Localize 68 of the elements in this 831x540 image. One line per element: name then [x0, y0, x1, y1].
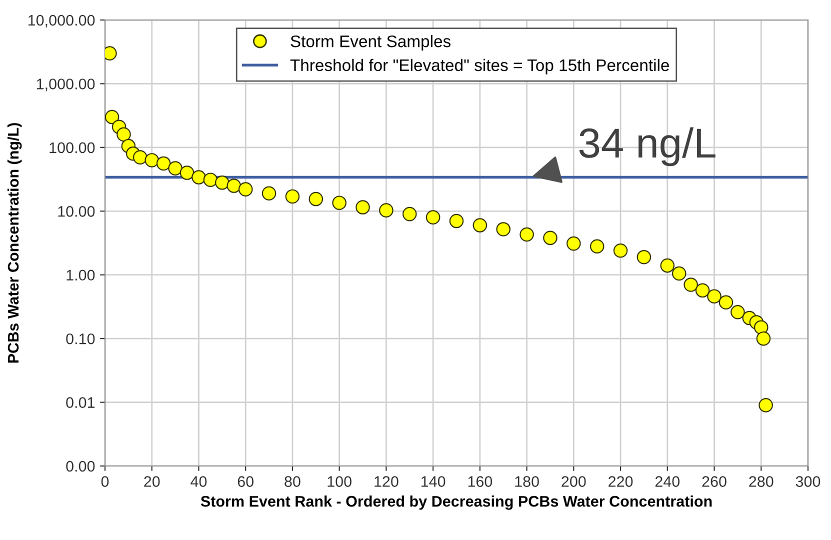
point [308, 192, 324, 206]
point [133, 150, 148, 164]
point [215, 176, 230, 190]
point [226, 178, 242, 193]
point [449, 214, 464, 228]
x-tick-label: 180 [515, 476, 539, 487]
x-tick-label: 100 [328, 476, 352, 487]
x-tick-label: 260 [702, 476, 726, 487]
point [379, 203, 394, 218]
point [566, 236, 581, 251]
x-tick-label: 120 [374, 476, 398, 487]
point [590, 239, 604, 254]
point [144, 153, 160, 168]
point [180, 166, 194, 180]
point [718, 295, 734, 310]
point [695, 283, 710, 298]
x-tick-label: 240 [655, 476, 680, 487]
x-tick-label: 20 [144, 476, 160, 487]
point [472, 218, 488, 232]
point [543, 230, 558, 246]
point [192, 170, 206, 184]
y-tick-label: 0.00 [66, 460, 95, 472]
point [684, 278, 698, 292]
point [660, 258, 675, 273]
point [262, 186, 276, 201]
annotation: 34 ng/L [579, 127, 716, 166]
x-tick-label: 160 [468, 476, 492, 487]
point [730, 304, 745, 320]
point [332, 196, 346, 210]
x-tick-label: 300 [796, 476, 820, 487]
point [672, 266, 686, 281]
x-tick-label: 140 [421, 476, 446, 487]
point [636, 250, 652, 264]
y-tick-label: 10.00 [58, 206, 95, 217]
point [754, 320, 768, 334]
point [285, 189, 300, 204]
y-tick-label: 0.01 [66, 397, 95, 408]
legend-label: Threshold for "Elevated" sites = Top 15th Percentile [290, 58, 669, 74]
y-tick-label: 10,000.00 [28, 14, 95, 28]
point [203, 172, 218, 187]
point [756, 331, 771, 346]
point [496, 222, 511, 236]
x-tick-label: 280 [749, 476, 774, 487]
point [613, 243, 628, 258]
point [168, 161, 182, 176]
x-tick-label: 60 [238, 476, 254, 487]
x-tick-label: 40 [190, 476, 207, 487]
legend-label: Storm Event Samples [290, 35, 451, 51]
x-tick-label: 200 [562, 476, 586, 487]
y-tick-label: 0.10 [66, 333, 95, 344]
point [116, 127, 131, 142]
y-tick-label: 1,000.00 [36, 78, 95, 92]
point [426, 210, 440, 224]
point [707, 289, 722, 304]
x-axis-title: Storm Event Rank - Ordered by Decreasing PCBs Water Concentration [200, 496, 712, 510]
y-axis-title: PCBs Water Concentration (ng/L) [7, 123, 22, 363]
y-tick-label: 100.00 [50, 142, 95, 154]
point [238, 182, 253, 196]
point [156, 156, 171, 171]
x-tick-label: 80 [284, 476, 300, 487]
point [520, 227, 534, 242]
point [402, 206, 417, 222]
point [105, 110, 120, 124]
point [356, 200, 370, 214]
y-tick-label: 1.00 [66, 270, 95, 281]
x-tick-label: 220 [608, 476, 633, 487]
point [758, 398, 773, 412]
x-tick-label: 0 [101, 476, 109, 487]
